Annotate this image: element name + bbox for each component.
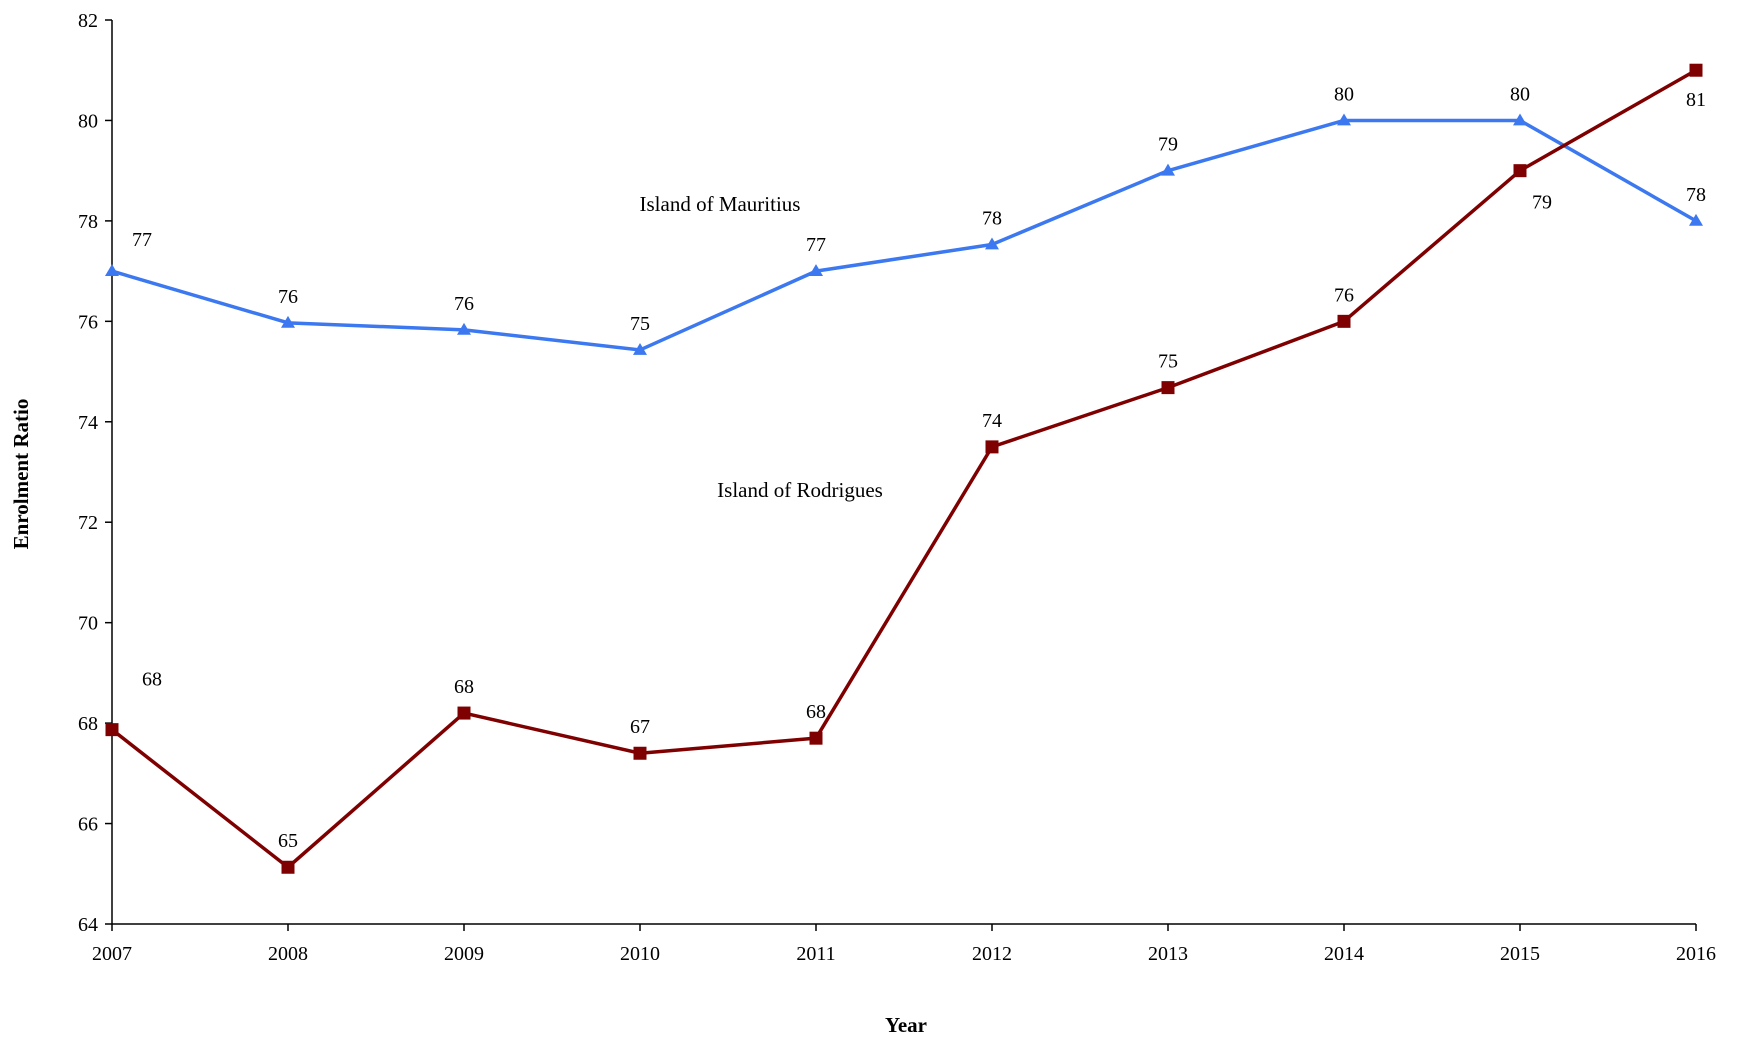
series-rodrigues	[105, 63, 1703, 874]
x-tick-label: 2008	[268, 943, 308, 965]
data-point	[1513, 113, 1527, 126]
x-tick-label: 2011	[796, 943, 835, 965]
y-tick-label: 64	[78, 914, 98, 936]
data-label: 77	[806, 234, 826, 256]
y-axis-title: Enrolment Ratio	[9, 399, 33, 550]
data-label: 75	[630, 313, 650, 335]
data-label: 78	[1686, 184, 1706, 206]
x-tick-label: 2013	[1148, 943, 1188, 965]
y-tick-label: 70	[78, 613, 98, 635]
y-tick-label: 74	[78, 412, 98, 434]
x-tick-label: 2009	[444, 943, 484, 965]
data-point	[633, 342, 647, 355]
series-line	[110, 68, 1697, 869]
data-point	[1689, 213, 1703, 226]
labels-layer: 77 76 76 75 77 78 79 80 80 78 68 65 68 67 68 74 75 76 79 81	[132, 83, 1706, 852]
data-point	[985, 440, 999, 454]
data-label: 68	[806, 701, 826, 723]
y-tick-label: 80	[78, 110, 98, 132]
x-tick-label: 2014	[1324, 943, 1364, 965]
data-point	[457, 322, 471, 335]
data-point	[1689, 63, 1703, 77]
data-point	[281, 860, 295, 874]
data-label: 76	[278, 286, 298, 308]
x-tick-label: 2012	[972, 943, 1012, 965]
y-tick-label: 76	[78, 311, 98, 333]
data-point	[985, 237, 999, 250]
series-mauritius	[105, 113, 1703, 355]
data-label: 68	[142, 669, 162, 691]
data-point	[1337, 113, 1351, 126]
data-label: 80	[1510, 83, 1530, 105]
data-label: 65	[278, 830, 298, 852]
data-label: 79	[1158, 134, 1178, 156]
series-line	[111, 118, 1697, 352]
data-point	[809, 731, 823, 745]
data-label: 81	[1686, 89, 1706, 111]
y-tick-label: 82	[78, 10, 98, 32]
x-tick-label: 2010	[620, 943, 660, 965]
data-point	[809, 264, 823, 277]
data-point	[633, 746, 647, 760]
series-annotation-mauritius: Island of Mauritius	[640, 192, 801, 216]
series-layer	[105, 63, 1703, 874]
data-label: 78	[982, 207, 1002, 229]
y-tick-label: 72	[78, 512, 98, 534]
y-tick-label: 68	[78, 713, 98, 735]
data-point	[1337, 314, 1351, 328]
x-axis-title: Year	[885, 1013, 927, 1037]
data-point	[1513, 164, 1527, 178]
data-point	[105, 264, 119, 277]
data-label: 80	[1334, 83, 1354, 105]
series-annotation-rodrigues: Island of Rodrigues	[717, 478, 883, 502]
y-tick-label: 78	[78, 211, 98, 233]
data-label: 68	[454, 676, 474, 698]
data-label: 75	[1158, 351, 1178, 373]
y-tick-label: 66	[78, 814, 98, 836]
data-label: 79	[1532, 192, 1552, 214]
data-label: 76	[454, 293, 474, 315]
data-point	[457, 706, 471, 720]
data-label: 77	[132, 229, 152, 251]
data-label: 76	[1334, 284, 1354, 306]
data-label: 74	[982, 410, 1002, 432]
x-tick-label: 2015	[1500, 943, 1540, 965]
x-tick-label: 2007	[92, 943, 132, 965]
data-point	[1161, 381, 1175, 395]
data-point	[105, 723, 119, 737]
axes: 64 66 68 70 72 74 76 78 80 82 2007 2008 2009 2010 2011…	[78, 10, 1716, 965]
data-point	[281, 315, 295, 328]
data-point	[1161, 163, 1175, 176]
x-tick-label: 2016	[1676, 943, 1716, 965]
data-label: 67	[630, 716, 650, 738]
